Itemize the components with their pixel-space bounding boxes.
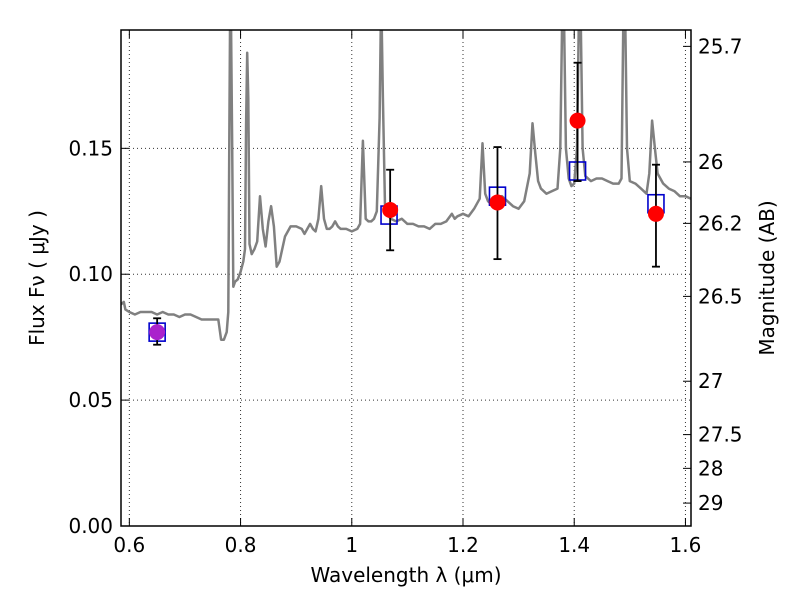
right-tick-label: 27.5 bbox=[698, 423, 743, 447]
x-tick-label: 0.8 bbox=[225, 533, 257, 557]
observed-photometry-point bbox=[149, 324, 166, 341]
axis-ticks: 0.6 0.8 1 1.2 1.4 1.6 0.00 0.05 0.10 0.15 25.7 26 26… bbox=[68, 30, 743, 557]
observed-photometry-point bbox=[647, 205, 664, 222]
x-tick-label: 0.6 bbox=[113, 533, 145, 557]
right-tick-label: 29 bbox=[698, 491, 723, 515]
observed-photometry-point bbox=[569, 112, 586, 129]
x-tick-label: 1.2 bbox=[447, 533, 479, 557]
plot-markers bbox=[148, 61, 665, 346]
x-tick-label: 1.6 bbox=[670, 533, 702, 557]
plot-frame bbox=[120, 29, 692, 527]
right-tick-label: 28 bbox=[698, 456, 723, 480]
observed-photometry-point bbox=[489, 194, 506, 211]
right-tick-label: 27 bbox=[698, 369, 723, 393]
y-axis-title: Flux Fν ( μJy ) bbox=[25, 210, 49, 346]
grid-lines bbox=[121, 30, 691, 526]
observed-photometry-point bbox=[382, 202, 399, 219]
spectrum-line bbox=[121, 30, 691, 341]
x-axis-title: Wavelength λ (μm) bbox=[310, 563, 501, 587]
y-tick-label: 0.05 bbox=[68, 388, 113, 412]
y-tick-label: 0.15 bbox=[68, 136, 113, 160]
right-tick-label: 26.2 bbox=[698, 211, 743, 235]
right-tick-label: 26.5 bbox=[698, 284, 743, 308]
y-tick-label: 0.00 bbox=[68, 514, 113, 538]
right-tick-label: 26 bbox=[698, 150, 723, 174]
x-tick-label: 1.4 bbox=[558, 533, 590, 557]
right-axis-title: Magnitude (AB) bbox=[755, 200, 779, 355]
right-tick-label: 25.7 bbox=[698, 34, 743, 58]
y-tick-label: 0.10 bbox=[68, 262, 113, 286]
x-tick-label: 1 bbox=[345, 533, 358, 557]
plot-data bbox=[121, 30, 691, 341]
